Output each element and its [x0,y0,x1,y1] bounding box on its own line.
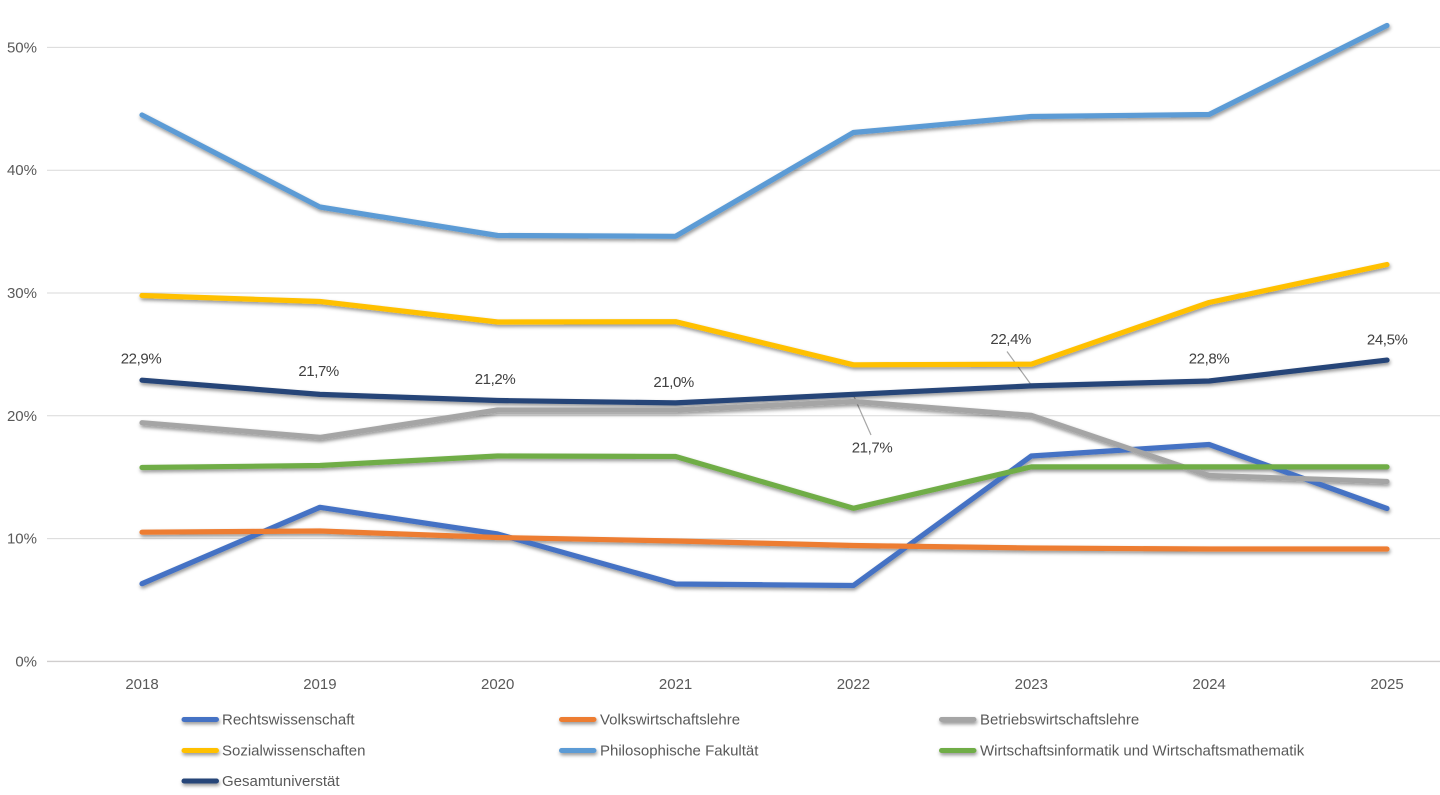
svg-text:Wirtschaftsinformatik und Wirt: Wirtschaftsinformatik und Wirtschaftsmat… [980,743,1305,760]
svg-text:2021: 2021 [659,676,692,693]
svg-text:2023: 2023 [1015,676,1048,693]
svg-text:Volkswirtschaftslehre: Volkswirtschaftslehre [600,712,740,729]
svg-text:21,2%: 21,2% [475,371,516,388]
svg-text:30%: 30% [7,285,37,302]
svg-text:2025: 2025 [1370,676,1403,693]
svg-text:2022: 2022 [837,676,870,693]
svg-text:Betriebswirtschaftslehre: Betriebswirtschaftslehre [980,712,1139,729]
svg-text:50%: 50% [7,39,37,56]
svg-text:24,5%: 24,5% [1367,332,1408,349]
svg-text:2018: 2018 [125,676,158,693]
svg-text:0%: 0% [15,653,37,670]
svg-text:Sozialwissenschaften: Sozialwissenschaften [222,743,365,760]
svg-text:40%: 40% [7,162,37,179]
svg-text:2024: 2024 [1192,676,1225,693]
svg-text:2020: 2020 [481,676,514,693]
svg-text:Philosophische Fakultät: Philosophische Fakultät [600,743,759,760]
svg-text:10%: 10% [7,531,37,548]
svg-text:Gesamtuniverstät: Gesamtuniverstät [222,773,340,790]
svg-text:21,7%: 21,7% [852,440,893,457]
svg-text:2019: 2019 [303,676,336,693]
svg-text:Rechtswissenschaft: Rechtswissenschaft [222,712,355,729]
svg-text:22,8%: 22,8% [1189,350,1230,367]
svg-text:20%: 20% [7,408,37,425]
svg-text:21,7%: 21,7% [298,363,339,380]
svg-text:22,9%: 22,9% [121,351,162,368]
svg-text:22,4%: 22,4% [990,331,1031,348]
svg-text:21,0%: 21,0% [653,374,694,391]
